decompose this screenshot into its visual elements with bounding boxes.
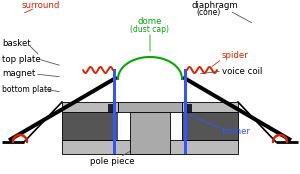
Text: (cone): (cone) [196, 9, 220, 18]
Text: (dust cap): (dust cap) [130, 25, 170, 34]
Text: spider: spider [222, 52, 249, 61]
Text: former: former [222, 128, 251, 136]
Text: bottom plate: bottom plate [2, 85, 52, 93]
Text: pole piece: pole piece [90, 157, 134, 167]
Bar [118, 112, 182, 140]
Bar [62, 112, 118, 140]
Bar [62, 102, 118, 112]
Text: diaphragm: diaphragm [192, 2, 239, 10]
Bar [182, 112, 238, 140]
Text: surround: surround [22, 2, 60, 10]
Bar [187, 104, 192, 106]
Text: magnet: magnet [2, 69, 35, 78]
Bar [108, 106, 113, 108]
Bar [113, 69, 116, 154]
Polygon shape [8, 76, 118, 142]
Bar [182, 102, 238, 112]
Bar [130, 112, 170, 154]
Bar [187, 106, 192, 108]
Bar [108, 104, 113, 106]
Polygon shape [182, 76, 292, 142]
Bar [118, 102, 182, 112]
Bar [184, 69, 187, 154]
Bar [187, 108, 192, 110]
Bar [62, 140, 238, 154]
Bar [108, 110, 113, 112]
Bar [108, 108, 113, 110]
Text: basket: basket [2, 39, 31, 49]
Text: dome: dome [138, 18, 162, 26]
Text: voice coil: voice coil [222, 66, 262, 76]
Bar [187, 110, 192, 112]
Text: top plate: top plate [2, 54, 41, 64]
